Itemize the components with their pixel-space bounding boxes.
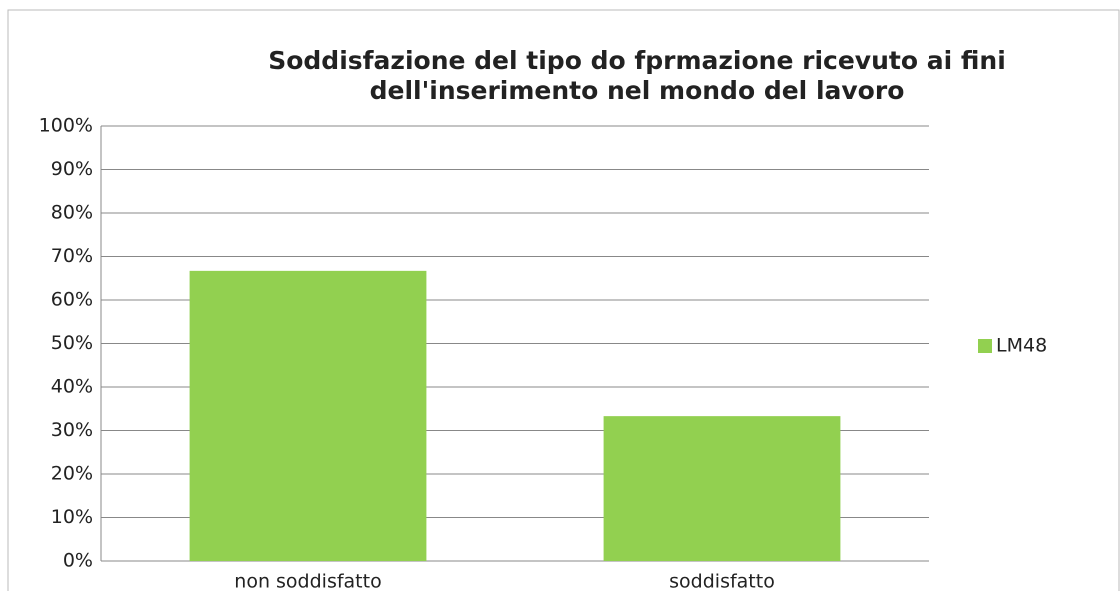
chart-title: Soddisfazione del tipo do fprmazione ric…	[268, 46, 1006, 105]
legend-label: LM48	[996, 335, 1047, 357]
x-tick-label: soddisfatto	[669, 571, 775, 591]
y-tick-label: 30%	[51, 419, 93, 441]
legend-swatch	[978, 339, 992, 353]
y-tick-label: 20%	[51, 463, 93, 485]
bar	[603, 416, 841, 561]
y-tick-label: 60%	[51, 289, 93, 311]
y-tick-label: 90%	[51, 158, 93, 180]
y-tick-label: 80%	[51, 202, 93, 224]
y-tick-label: 10%	[51, 506, 93, 528]
y-tick-label: 0%	[63, 550, 93, 572]
bar	[189, 270, 427, 561]
x-tick-label: non soddisfatto	[234, 571, 381, 591]
y-tick-label: 50%	[51, 332, 93, 354]
y-tick-label: 40%	[51, 376, 93, 398]
y-tick-label: 70%	[51, 245, 93, 267]
y-tick-label: 100%	[39, 115, 93, 137]
